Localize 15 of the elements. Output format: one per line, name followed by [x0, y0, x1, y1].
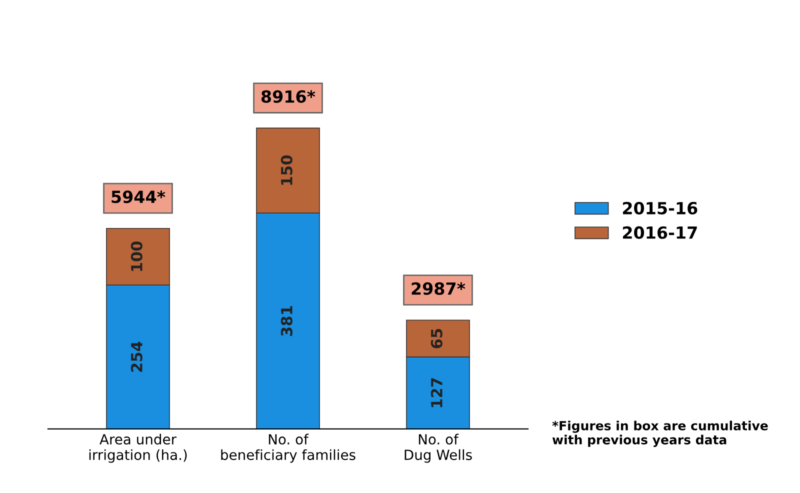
annotation: 2987* — [412, 282, 466, 295]
text: 8916* — [261, 90, 316, 103]
x-tick-label: No. of beneficiary families — [221, 434, 356, 463]
text: *Figures in box are cumulative with previous years data — [552, 420, 768, 447]
data-label: 127 — [430, 378, 442, 408]
data-label: 100 — [130, 241, 142, 271]
x-tick-label: Area under irrigation (ha.) — [89, 434, 187, 463]
data-label: 65 — [430, 328, 442, 348]
legend-label: 2016-17 — [622, 226, 697, 239]
data-label: 254 — [130, 342, 142, 372]
data-label: 150 — [280, 155, 292, 185]
x-tick-label: No. of Dug Wells — [404, 434, 472, 463]
legend-label: 2015-16 — [622, 202, 698, 214]
data-label: 381 — [280, 306, 292, 336]
annotation: 5944* — [112, 190, 166, 204]
